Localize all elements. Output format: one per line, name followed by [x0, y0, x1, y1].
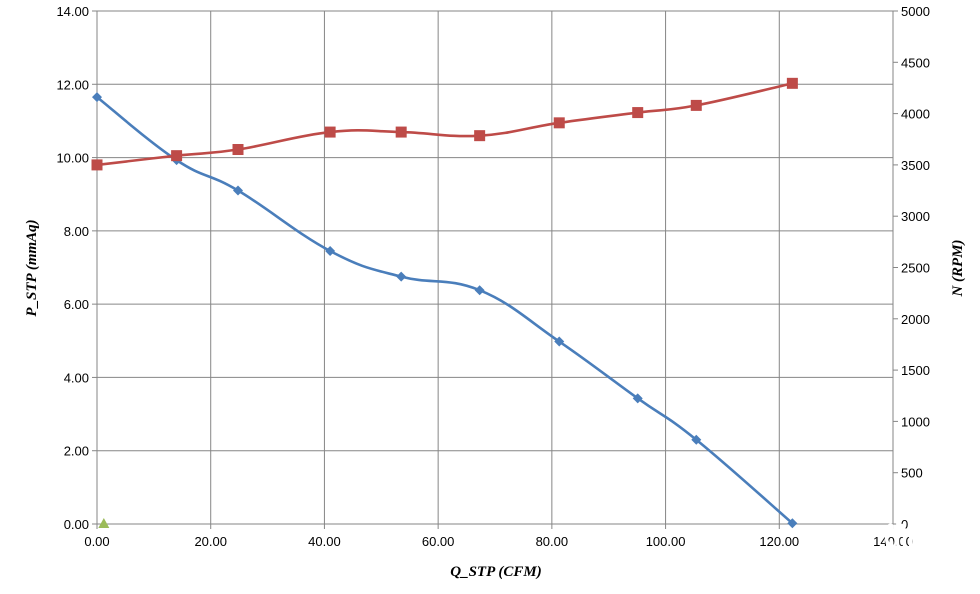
- data-point: [474, 285, 485, 296]
- data-point: [554, 336, 565, 347]
- y2-tick-label: 3500: [901, 158, 930, 173]
- y2-tick-label: 2500: [901, 261, 930, 276]
- y2-tick-label: 0: [901, 517, 908, 532]
- x-tick-label: 80.00: [536, 534, 569, 549]
- watermark: www.chiphell.com chip hell: [751, 508, 970, 567]
- series-1: [92, 92, 798, 529]
- series-line: [96, 96, 794, 525]
- data-point: [396, 271, 407, 282]
- data-point: [325, 246, 336, 257]
- data-point: [233, 185, 244, 196]
- y-tick-label: 6.00: [64, 297, 89, 312]
- y2-tick-label: 5000: [901, 4, 930, 19]
- y2-tick-label: 2000: [901, 312, 930, 327]
- data-point: [232, 144, 244, 156]
- data-point: [171, 150, 183, 162]
- y2-tick-label: 1000: [901, 414, 930, 429]
- watermark-url: www.chiphell.com: [751, 551, 863, 567]
- x-tick-label: 140.00: [873, 534, 913, 549]
- series-2: [91, 77, 798, 171]
- grid-lines: [97, 11, 893, 524]
- y2-tick-label: 500: [901, 466, 923, 481]
- series-layer: [91, 77, 798, 529]
- data-point: [786, 77, 798, 89]
- data-point: [690, 99, 702, 111]
- y-tick-label: 4.00: [64, 370, 89, 385]
- y2-tick-label: 3000: [901, 209, 930, 224]
- y-axis-title: P_STP (mmAq): [24, 219, 40, 316]
- data-point: [395, 126, 407, 138]
- y-tick-label: 12.00: [56, 77, 89, 92]
- data-point: [632, 393, 643, 404]
- y-tick-label: 14.00: [56, 4, 89, 19]
- x-tick-label: 60.00: [422, 534, 455, 549]
- watermark-logo: chip hell: [884, 508, 970, 559]
- x-axis-title: Q_STP (CFM): [450, 564, 542, 580]
- y-tick-label: 0.00: [64, 517, 89, 532]
- data-point: [474, 130, 486, 142]
- data-point: [92, 92, 102, 103]
- y-tick-label: 8.00: [64, 224, 89, 239]
- series-3: [98, 518, 110, 528]
- data-point: [553, 117, 565, 129]
- y2-tick-label: 1500: [901, 363, 930, 378]
- data-point: [91, 159, 103, 171]
- data-point: [98, 518, 110, 528]
- y2-tick-label: 4000: [901, 107, 930, 122]
- data-point: [324, 126, 336, 138]
- y-tick-label: 2.00: [64, 444, 89, 459]
- y-tick-label: 10.00: [56, 151, 89, 166]
- y2-tick-label: 4500: [901, 55, 930, 70]
- x-tick-label: 120.00: [759, 534, 799, 549]
- tick-labels: 0.00 20.00 40.00 60.00 80.00 100.00 120.00 140.…: [56, 4, 929, 549]
- data-point: [787, 518, 798, 529]
- x-tick-label: 100.00: [646, 534, 686, 549]
- data-point: [632, 107, 644, 119]
- x-tick-label: 20.00: [194, 534, 227, 549]
- data-point: [691, 434, 702, 445]
- x-tick-label: 40.00: [308, 534, 341, 549]
- x-tick-label: 0.00: [84, 534, 109, 549]
- y2-axis-title: N (RPM): [950, 239, 966, 297]
- series-line: [96, 82, 793, 167]
